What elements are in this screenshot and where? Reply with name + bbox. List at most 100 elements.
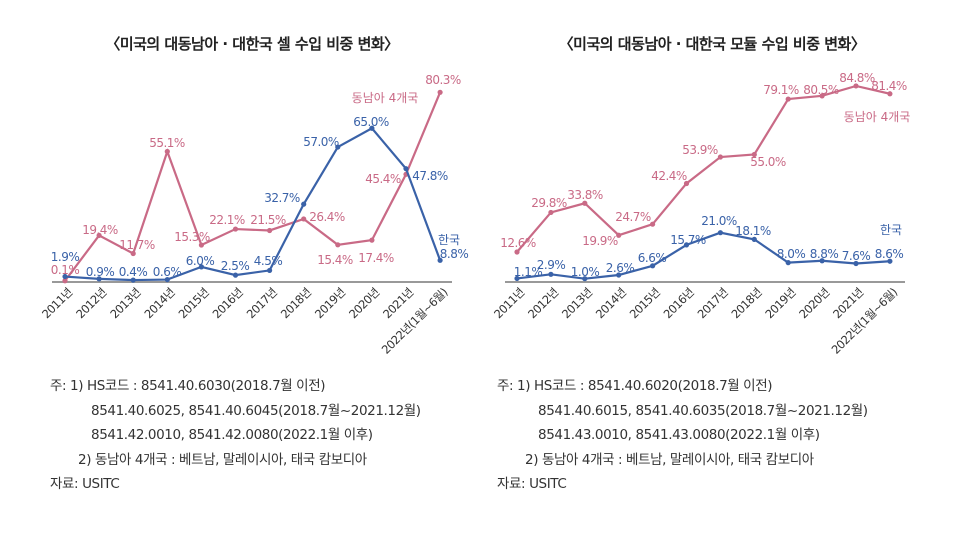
data-point: [582, 200, 588, 206]
series-name-label: 동남아 4개국: [844, 110, 911, 124]
data-label: 15.3%: [174, 230, 210, 244]
data-point: [130, 250, 136, 257]
note-line: 2) 동남아 4개국 : 베트남, 말레이시아, 태국 캄보디아: [525, 451, 814, 468]
note-line: 8541.42.0010, 8541.42.0080(2022.1월 이후): [91, 427, 373, 443]
left-notes: 주: 1) HS코드 : 8541.40.6030(2018.7월 이전) 85…: [50, 374, 421, 497]
data-label: 8.8%: [440, 247, 469, 261]
data-label: 24.7%: [615, 210, 651, 224]
data-point: [96, 276, 102, 282]
data-label: 80.5%: [803, 83, 839, 97]
x-tick-label: 2016년: [661, 285, 697, 321]
x-tick-label: 2020년: [796, 285, 832, 321]
data-point: [819, 258, 825, 264]
data-point: [548, 209, 554, 216]
data-point: [650, 221, 656, 227]
data-point: [785, 96, 791, 102]
data-label: 15.4%: [317, 253, 353, 267]
x-tick-label: 2013년: [559, 285, 595, 321]
data-point: [301, 201, 307, 207]
data-label: 33.8%: [567, 188, 603, 202]
series-line-korea: [64, 126, 442, 282]
data-label: 19.4%: [82, 223, 118, 237]
data-label: 1.1%: [514, 265, 543, 279]
data-label: 57.0%: [303, 135, 339, 149]
data-label: 0.1%: [51, 263, 80, 277]
data-point: [437, 257, 443, 263]
series-line-sea: [64, 91, 442, 282]
x-tick-label: 2012년: [73, 285, 109, 321]
data-label: 22.1%: [209, 213, 245, 227]
data-point: [335, 144, 341, 150]
note-line: 주: 1) HS코드 : 8541.40.6030(2018.7월 이전): [50, 378, 326, 394]
data-point: [403, 166, 409, 172]
data-label: 15.7%: [670, 233, 706, 247]
data-label: 6.0%: [186, 254, 215, 268]
data-point: [887, 258, 893, 264]
data-point: [751, 151, 757, 158]
data-label: 1.0%: [571, 265, 600, 279]
note-line: 2) 동남아 4개국 : 베트남, 말레이시아, 태국 캄보디아: [78, 451, 367, 468]
x-tick-label: 2018년: [728, 285, 764, 321]
series-line-sea: [516, 84, 891, 253]
data-label: 2.6%: [606, 261, 635, 275]
x-tick-label: 2012년: [525, 285, 561, 321]
data-point: [62, 273, 68, 280]
data-point: [853, 83, 859, 89]
data-point: [548, 271, 554, 277]
data-point: [616, 272, 622, 278]
data-label: 32.7%: [264, 191, 300, 205]
note-line: 8541.43.0010, 8541.43.0080(2022.1월 이후): [538, 427, 820, 443]
right-chart-title: 〈미국의 대동남아 · 대한국 모듈 수입 비중 변화〉: [558, 35, 866, 53]
data-label: 21.5%: [250, 213, 286, 227]
x-tick-label: 2017년: [244, 285, 280, 321]
data-point: [232, 272, 239, 278]
data-label: 1.9%: [51, 250, 80, 264]
x-tick-label: 2017년: [695, 285, 731, 321]
data-label: 8.0%: [777, 247, 806, 261]
data-point: [785, 260, 791, 266]
data-point: [164, 148, 170, 155]
data-point: [232, 226, 239, 232]
data-point: [616, 232, 622, 238]
data-label: 6.6%: [638, 251, 667, 265]
data-point: [819, 93, 825, 99]
x-tick-label: 2016년: [210, 285, 246, 321]
series-name-label: 한국: [438, 233, 460, 247]
note-line: 8541.40.6015, 8541.40.6035(2018.7월~2021.…: [538, 402, 868, 419]
data-point: [369, 125, 375, 131]
data-point: [514, 275, 520, 282]
data-label: 0.4%: [119, 265, 148, 279]
data-label: 2.5%: [221, 259, 250, 273]
x-tick-label: 2014년: [141, 285, 177, 321]
data-label: 55.0%: [750, 155, 786, 169]
data-label: 19.9%: [582, 234, 618, 248]
data-point: [887, 91, 893, 97]
x-tick-label: 2013년: [107, 285, 143, 321]
data-label: 55.1%: [149, 136, 185, 150]
series-name-label: 한국: [880, 223, 902, 237]
data-label: 84.8%: [839, 71, 875, 85]
x-tick-label: 2015년: [627, 285, 663, 321]
data-label: 17.4%: [358, 251, 394, 265]
series-line-korea: [516, 231, 890, 280]
left-chart-title: 〈미국의 대동남아 · 대한국 셀 수입 비중 변화〉: [105, 35, 399, 53]
note-line: 주: 1) HS코드 : 8541.40.6020(2018.7월 이전): [497, 378, 773, 394]
data-point: [198, 264, 204, 270]
data-point: [717, 230, 724, 236]
data-point: [514, 249, 520, 255]
data-point: [198, 242, 204, 248]
data-label: 8.6%: [875, 247, 904, 261]
data-label: 26.4%: [309, 210, 345, 224]
right-notes: 주: 1) HS코드 : 8541.40.6020(2018.7월 이전) 85…: [497, 374, 868, 497]
data-label: 7.6%: [842, 249, 871, 263]
data-label: 81.4%: [871, 79, 907, 93]
note-line: 8541.40.6025, 8541.40.6045(2018.7월~2021.…: [91, 402, 421, 419]
data-label: 79.1%: [763, 83, 799, 97]
data-label: 80.3%: [425, 73, 461, 87]
data-point: [683, 242, 690, 248]
data-point: [717, 154, 724, 160]
data-label: 18.1%: [735, 224, 771, 238]
x-tick-label: 2011년: [39, 285, 75, 321]
data-label: 12.6%: [500, 236, 536, 250]
